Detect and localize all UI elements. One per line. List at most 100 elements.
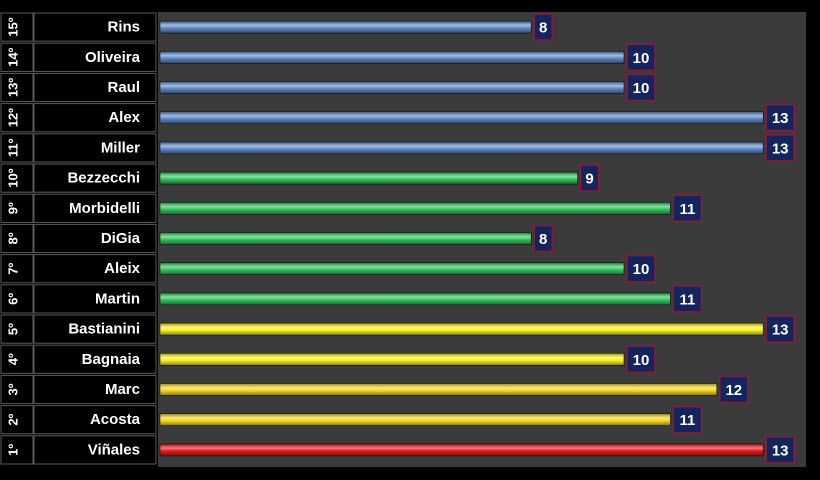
bar-row: 13º Raul 10 — [0, 72, 656, 103]
value-label-box — [533, 224, 553, 253]
value-label: 13 — [772, 140, 789, 157]
name-cell — [33, 374, 157, 405]
bar-row: 3º Marc 12 — [0, 374, 749, 405]
bar-row: 15º Rins 8 — [0, 12, 553, 42]
bar — [159, 141, 764, 155]
rank-cell — [0, 133, 34, 163]
rank-label: 4º — [6, 353, 21, 365]
rider-name: Aleix — [104, 260, 141, 277]
value-label: 10 — [633, 80, 650, 97]
value-label-box — [579, 164, 600, 192]
value-label-box — [765, 436, 795, 464]
value-label: 11 — [679, 201, 695, 218]
rank-cell — [0, 405, 34, 435]
rider-name: Oliveira — [85, 49, 141, 66]
rank-cell — [0, 12, 34, 42]
value-label: 8 — [539, 20, 547, 37]
rank-cell — [0, 72, 34, 103]
rider-name: Raul — [107, 79, 140, 96]
rank-cell — [0, 42, 34, 72]
rider-name: Viñales — [88, 441, 140, 458]
name-cell — [33, 72, 157, 103]
value-label-box — [626, 43, 656, 72]
value-label: 12 — [725, 382, 742, 399]
value-label: 10 — [633, 50, 650, 67]
bar — [159, 202, 671, 215]
rider-name: Rins — [107, 19, 140, 36]
value-label-box — [626, 73, 656, 102]
value-label-box — [765, 103, 795, 132]
bar-row: 5º Bastianini 13 — [0, 314, 795, 344]
bar — [159, 50, 625, 64]
bar — [159, 322, 764, 336]
name-cell — [33, 223, 157, 254]
rank-cell — [0, 163, 34, 193]
bar — [159, 292, 671, 306]
bar — [159, 232, 532, 245]
value-label-box — [533, 13, 553, 41]
bar — [159, 383, 718, 396]
bar — [159, 262, 625, 276]
rank-cell — [0, 284, 34, 314]
name-cell — [33, 103, 157, 133]
value-label: 8 — [539, 231, 547, 248]
rank-label: 14º — [6, 47, 21, 66]
bar — [159, 111, 764, 124]
bar — [159, 443, 764, 457]
rank-label: 8º — [6, 232, 21, 244]
bar — [159, 352, 625, 366]
rider-name: Bezzecchi — [67, 170, 140, 187]
bar — [159, 20, 532, 34]
rider-name: Bagnaia — [82, 351, 141, 368]
rank-cell — [0, 374, 34, 405]
value-label: 9 — [585, 171, 593, 188]
value-label: 11 — [679, 412, 695, 429]
rider-name: DiGia — [101, 230, 141, 247]
rank-cell — [0, 435, 34, 465]
rider-name: Martin — [95, 290, 140, 307]
rank-label: 12º — [6, 108, 21, 127]
rank-label: 7º — [6, 262, 21, 274]
bar — [159, 81, 625, 94]
value-label-box — [765, 315, 795, 343]
rank-label: 3º — [6, 383, 21, 395]
name-cell — [33, 314, 157, 344]
rider-name: Acosta — [90, 411, 141, 428]
name-cell — [33, 405, 157, 435]
name-cell — [33, 163, 157, 193]
name-cell — [33, 344, 157, 374]
rank-label: 13º — [6, 78, 21, 97]
value-label-box — [672, 405, 703, 434]
value-label-box — [765, 134, 795, 162]
rider-name: Bastianini — [68, 321, 140, 338]
value-label-box — [626, 254, 656, 283]
rank-cell — [0, 344, 34, 374]
value-label: 13 — [772, 110, 789, 127]
bar-row: 11º Miller 13 — [0, 133, 795, 163]
value-label: 11 — [679, 291, 695, 308]
value-label-box — [672, 194, 703, 223]
value-label: 10 — [633, 261, 650, 278]
bar-row: 4º Bagnaia 10 — [0, 344, 656, 374]
bar-row: 2º Acosta 11 — [0, 405, 703, 435]
value-label: 13 — [772, 442, 789, 459]
bar-row: 10º Bezzecchi 9 — [0, 163, 600, 193]
name-cell — [33, 133, 157, 163]
name-cell — [33, 284, 157, 314]
value-label-box — [719, 375, 749, 404]
rider-name: Marc — [105, 381, 140, 398]
bar — [159, 171, 578, 185]
rank-cell — [0, 103, 34, 133]
bar-row: 12º Alex 13 — [0, 103, 795, 133]
bar-row: 14º Oliveira 10 — [0, 42, 656, 72]
bar — [159, 413, 671, 427]
rank-label: 9º — [6, 202, 21, 214]
name-cell — [33, 193, 157, 223]
name-cell — [33, 12, 157, 42]
name-cell — [33, 42, 157, 72]
rider-name: Morbidelli — [69, 200, 140, 217]
rank-label: 5º — [6, 323, 21, 335]
rank-cell — [0, 314, 34, 344]
rank-label: 15º — [6, 17, 21, 36]
